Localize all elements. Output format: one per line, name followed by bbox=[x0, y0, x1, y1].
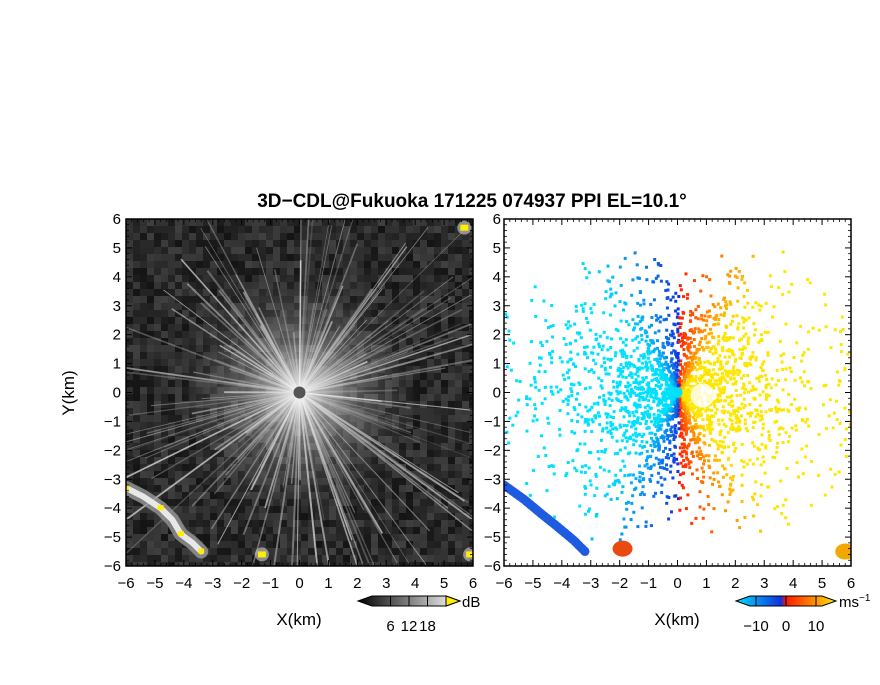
y-tick-label: 3 bbox=[493, 298, 501, 315]
y-tick-label: 0 bbox=[113, 385, 121, 402]
x-tick-label: 6 bbox=[469, 575, 477, 592]
y-tick-label: 1 bbox=[493, 356, 501, 373]
y-tick-label: 5 bbox=[493, 240, 501, 257]
x-tick-label: 3 bbox=[382, 575, 390, 592]
velocity-field bbox=[493, 219, 877, 566]
x-tick-label: −3 bbox=[582, 575, 599, 592]
velocity-panel: −6−6 −5 −5 −4 −4 −3 −3 −2 −2 −1 −1 0 0 1 1 2 2 3 3 4 4 5 5 6 6 bbox=[484, 211, 876, 592]
y-tick-label: −6 bbox=[484, 558, 501, 575]
y-tick-label: −3 bbox=[484, 471, 501, 488]
reflectivity-colorbar-overflow bbox=[446, 596, 460, 606]
velocity-colorbar-unit: ms−1 bbox=[839, 593, 871, 611]
x-tick-label: −1 bbox=[640, 575, 657, 592]
reflectivity-field bbox=[63, 153, 540, 635]
y-tick-label: −5 bbox=[104, 529, 121, 546]
y-tick-label: 6 bbox=[493, 211, 501, 228]
x-tick-label: 3 bbox=[760, 575, 768, 592]
y-tick-label: −2 bbox=[104, 442, 121, 459]
x-tick-label: −1 bbox=[262, 575, 279, 592]
y-tick-label: −6 bbox=[104, 558, 121, 575]
x-tick-label: 2 bbox=[731, 575, 739, 592]
y-tick-label: 2 bbox=[493, 327, 501, 344]
y-tick-label: 0 bbox=[493, 385, 501, 402]
x-tick-label: −6 bbox=[117, 575, 134, 592]
x-tick-label: 2 bbox=[353, 575, 361, 592]
x-tick-label: 0 bbox=[673, 575, 681, 592]
reflectivity-colorbar-unit: dB bbox=[462, 594, 480, 611]
x-tick-label: −4 bbox=[553, 575, 570, 592]
colorbar-tick-label: −10 bbox=[743, 618, 768, 635]
y-tick-label: −5 bbox=[484, 529, 501, 546]
figure-title: 3D−CDL@Fukuoka 171225 074937 PPI EL=10.1… bbox=[257, 191, 687, 212]
colorbar-tick-label: 18 bbox=[419, 618, 436, 635]
y-axis-label: Y(km) bbox=[59, 370, 78, 415]
y-tick-label: 4 bbox=[493, 269, 501, 286]
y-tick-label: 2 bbox=[113, 327, 121, 344]
left-x-axis-label: X(km) bbox=[276, 610, 321, 629]
x-tick-label: 0 bbox=[295, 575, 303, 592]
x-tick-label: −6 bbox=[495, 575, 512, 592]
colorbar-tick-label: 6 bbox=[386, 618, 394, 635]
colorbar-tick-label: 0 bbox=[782, 618, 790, 635]
x-tick-label: 5 bbox=[440, 575, 448, 592]
x-tick-label: −5 bbox=[146, 575, 163, 592]
y-tick-label: 1 bbox=[113, 356, 121, 373]
y-tick-label: −4 bbox=[104, 500, 121, 517]
x-tick-label: −3 bbox=[204, 575, 221, 592]
x-tick-label: −2 bbox=[233, 575, 250, 592]
x-tick-label: 5 bbox=[818, 575, 826, 592]
x-tick-label: 6 bbox=[847, 575, 855, 592]
velocity-colorbar: −10 0 10 ms−1 bbox=[736, 593, 871, 635]
y-tick-label: −2 bbox=[484, 442, 501, 459]
x-tick-label: −4 bbox=[175, 575, 192, 592]
x-tick-label: −2 bbox=[611, 575, 628, 592]
y-tick-label: 6 bbox=[113, 211, 121, 228]
colorbar-tick-label: 10 bbox=[808, 618, 825, 635]
y-tick-label: −3 bbox=[104, 471, 121, 488]
colorbar-tick-label: 12 bbox=[401, 618, 418, 635]
x-tick-label: 4 bbox=[789, 575, 797, 592]
y-tick-label: −4 bbox=[484, 500, 501, 517]
x-tick-label: 1 bbox=[702, 575, 710, 592]
right-x-axis-label: X(km) bbox=[654, 610, 699, 629]
y-tick-label: 3 bbox=[113, 298, 121, 315]
y-tick-label: 4 bbox=[113, 269, 121, 286]
x-tick-label: −5 bbox=[524, 575, 541, 592]
y-tick-label: −1 bbox=[484, 413, 501, 430]
y-tick-label: 5 bbox=[113, 240, 121, 257]
x-tick-label: 1 bbox=[324, 575, 332, 592]
y-tick-label: −1 bbox=[104, 413, 121, 430]
x-tick-label: 4 bbox=[411, 575, 419, 592]
